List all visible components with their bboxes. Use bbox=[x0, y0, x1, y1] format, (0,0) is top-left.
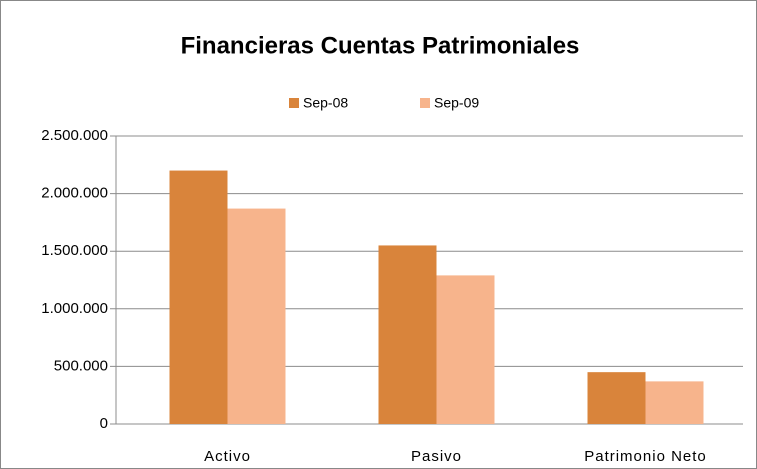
legend-swatch bbox=[420, 98, 430, 108]
y-tick-label: 1.500.000 bbox=[41, 242, 108, 259]
y-tick-label: 2.000.000 bbox=[41, 185, 108, 202]
legend-swatch bbox=[289, 98, 299, 108]
legend-label: Sep-08 bbox=[303, 95, 348, 111]
y-tick-label: 500.000 bbox=[54, 357, 108, 374]
x-tick-label: Patrimonio Neto bbox=[584, 448, 707, 465]
bar bbox=[436, 275, 495, 424]
y-tick-label: 1.000.000 bbox=[41, 300, 108, 317]
y-tick-label: 0 bbox=[100, 415, 108, 432]
x-tick-label: Activo bbox=[204, 448, 251, 465]
bar bbox=[645, 381, 704, 424]
chart-title: Financieras Cuentas Patrimoniales bbox=[181, 32, 580, 59]
bar bbox=[587, 372, 646, 424]
y-tick-label: 2.500.000 bbox=[41, 127, 108, 144]
x-tick-label: Pasivo bbox=[411, 448, 462, 465]
bar bbox=[227, 208, 286, 424]
legend-label: Sep-09 bbox=[434, 95, 479, 111]
bar bbox=[378, 245, 437, 424]
bar bbox=[169, 170, 228, 424]
